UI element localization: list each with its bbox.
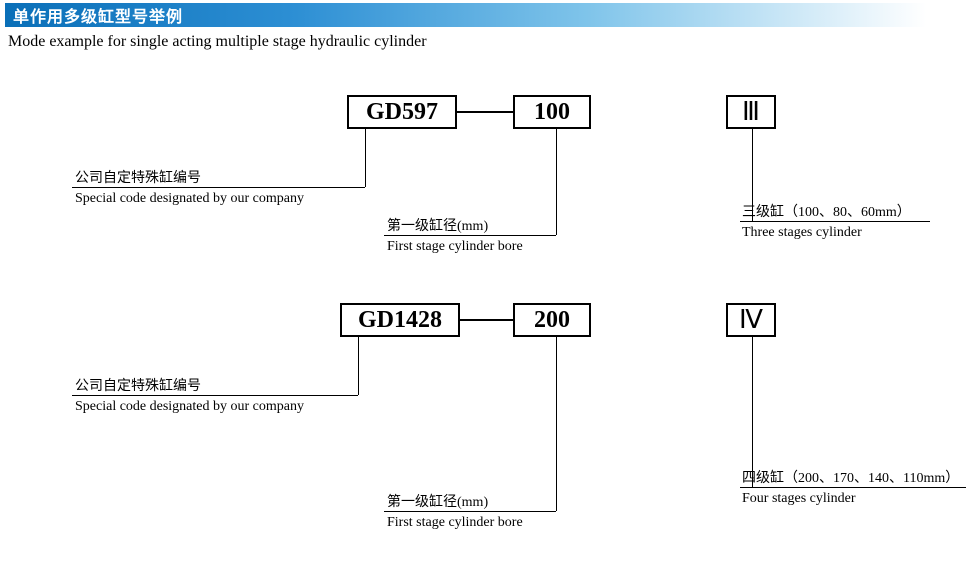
- connector-code-bore: [457, 111, 513, 113]
- box-bore: 100: [513, 95, 591, 129]
- leader-code-v: [358, 337, 359, 395]
- diagram-2: GD1428 200 Ⅳ 公司自定特殊缸编号 Special code desi…: [0, 303, 980, 563]
- label-stage-zh: 四级缸（200、170、140、110mm）: [742, 469, 959, 489]
- label-bore: 第一级缸径(mm) First stage cylinder bore: [387, 217, 523, 258]
- box-bore-text: 100: [534, 99, 570, 126]
- label-code: 公司自定特殊缸编号 Special code designated by our…: [75, 169, 304, 210]
- label-bore-en: First stage cylinder bore: [387, 237, 523, 257]
- box-bore: 200: [513, 303, 591, 337]
- header-subtitle-en: Mode example for single acting multiple …: [8, 33, 980, 51]
- label-stage: 三级缸（100、80、60mm） Three stages cylinder: [742, 203, 911, 244]
- label-stage-en: Three stages cylinder: [742, 223, 911, 243]
- box-stage-text: Ⅳ: [739, 305, 763, 335]
- leader-bore-v: [556, 129, 557, 235]
- label-bore-zh: 第一级缸径(mm): [387, 217, 523, 237]
- label-code: 公司自定特殊缸编号 Special code designated by our…: [75, 377, 304, 418]
- label-stage-zh: 三级缸（100、80、60mm）: [742, 203, 911, 223]
- box-code-text: GD597: [366, 99, 438, 126]
- box-code: GD1428: [340, 303, 460, 337]
- label-code-en: Special code designated by our company: [75, 397, 304, 417]
- leader-code-v: [365, 129, 366, 187]
- label-bore-zh: 第一级缸径(mm): [387, 493, 523, 513]
- leader-bore-v: [556, 337, 557, 511]
- connector-code-bore: [460, 319, 513, 321]
- box-stage: Ⅲ: [726, 95, 776, 129]
- box-stage-text: Ⅲ: [742, 97, 760, 127]
- label-stage: 四级缸（200、170、140、110mm） Four stages cylin…: [742, 469, 959, 510]
- label-code-zh: 公司自定特殊缸编号: [75, 169, 304, 189]
- diagram-1: GD597 100 Ⅲ 公司自定特殊缸编号 Special code desig…: [0, 95, 980, 295]
- label-bore: 第一级缸径(mm) First stage cylinder bore: [387, 493, 523, 534]
- label-bore-en: First stage cylinder bore: [387, 513, 523, 533]
- header-bar: 单作用多级缸型号举例: [5, 3, 975, 27]
- box-code-text: GD1428: [358, 307, 442, 334]
- label-code-en: Special code designated by our company: [75, 189, 304, 209]
- box-stage: Ⅳ: [726, 303, 776, 337]
- leader-stage-v: [752, 337, 753, 487]
- header-title-zh: 单作用多级缸型号举例: [13, 3, 183, 27]
- box-bore-text: 200: [534, 307, 570, 334]
- label-stage-en: Four stages cylinder: [742, 489, 959, 509]
- label-code-zh: 公司自定特殊缸编号: [75, 377, 304, 397]
- box-code: GD597: [347, 95, 457, 129]
